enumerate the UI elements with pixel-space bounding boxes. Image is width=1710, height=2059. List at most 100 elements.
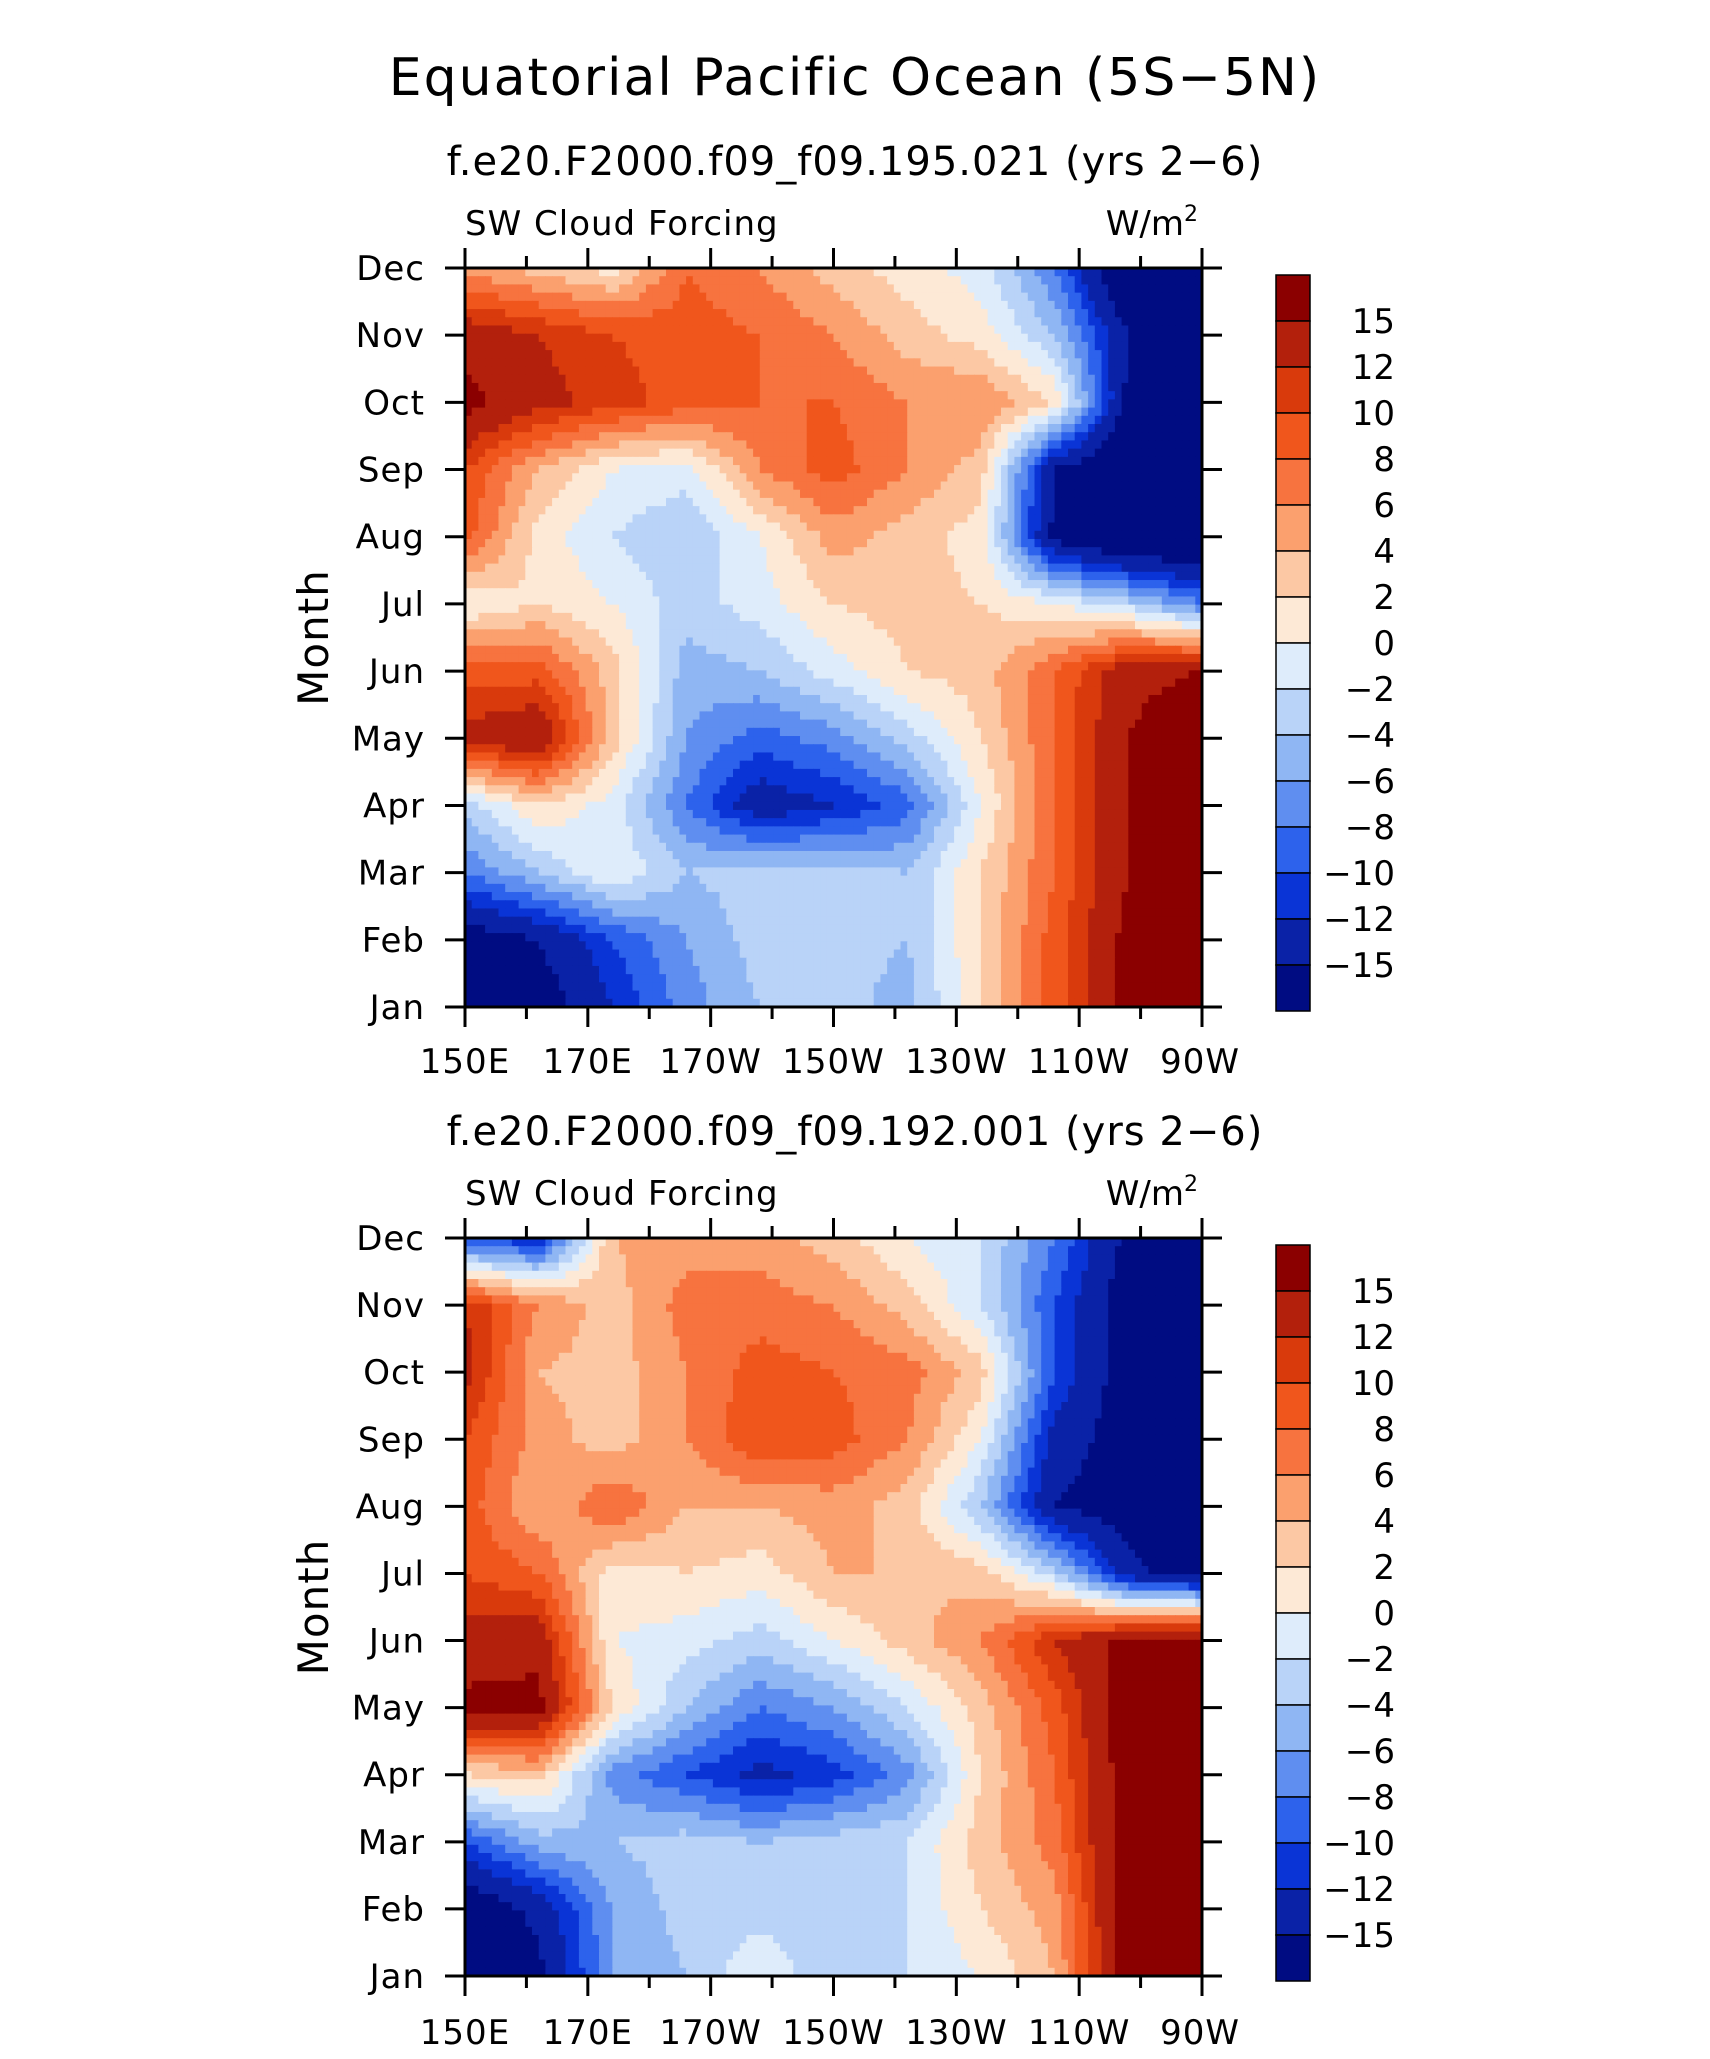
field-cell — [1081, 605, 1088, 614]
field-cell — [767, 539, 774, 548]
field-cell — [874, 391, 881, 400]
field-cell — [599, 572, 606, 581]
field-cell — [921, 383, 928, 392]
field-cell — [646, 449, 653, 458]
field-cell — [1028, 358, 1035, 367]
field-cell — [947, 350, 954, 359]
field-cell — [860, 547, 867, 556]
field-cell — [834, 613, 841, 622]
field-cell — [787, 490, 794, 499]
field-cell — [1175, 375, 1182, 384]
field-cell — [1162, 580, 1169, 589]
field-cell — [1182, 284, 1189, 293]
field-cell — [740, 391, 747, 400]
field-cell — [485, 564, 492, 573]
field-cell — [780, 408, 787, 417]
field-cell — [566, 613, 573, 622]
field-cell — [726, 367, 733, 376]
field-cell — [760, 416, 767, 425]
field-cell — [1128, 547, 1135, 556]
field-cell — [860, 481, 867, 490]
field-cell — [1061, 588, 1068, 597]
field-cell — [1115, 588, 1122, 597]
field-cell — [626, 523, 633, 532]
field-cell — [706, 432, 713, 441]
field-cell — [1148, 572, 1155, 581]
field-cell — [733, 334, 740, 343]
field-cell — [807, 408, 814, 417]
field-cell — [860, 564, 867, 573]
field-cell — [1028, 613, 1035, 622]
field-cell — [813, 457, 820, 466]
field-cell — [994, 506, 1001, 515]
field-cell — [1035, 498, 1042, 507]
field-cell — [1028, 383, 1035, 392]
field-cell — [478, 514, 485, 523]
field-cell — [720, 613, 727, 622]
field-cell — [478, 309, 485, 318]
field-cell — [740, 367, 747, 376]
field-cell — [974, 334, 981, 343]
field-cell — [1014, 334, 1021, 343]
field-cell — [579, 284, 586, 293]
field-cell — [827, 465, 834, 474]
field-cell — [512, 342, 519, 351]
field-cell — [834, 523, 841, 532]
field-cell — [472, 449, 479, 458]
field-cell — [1155, 350, 1162, 359]
field-cell — [599, 432, 606, 441]
field-cell — [1081, 613, 1088, 622]
field-cell — [1075, 358, 1082, 367]
field-cell — [659, 638, 666, 647]
field-cell — [592, 580, 599, 589]
field-cell — [901, 613, 908, 622]
field-cell — [753, 424, 760, 433]
field-cell — [927, 399, 934, 408]
field-cell — [780, 523, 787, 532]
field-cell — [1014, 613, 1021, 622]
field-cell — [519, 580, 526, 589]
field-cell — [478, 424, 485, 433]
field-cell — [807, 596, 814, 605]
field-cell — [726, 440, 733, 449]
field-cell — [793, 416, 800, 425]
field-cell — [545, 481, 552, 490]
field-cell — [994, 424, 1001, 433]
field-cell — [1122, 383, 1129, 392]
field-cell — [1014, 514, 1021, 523]
field-cell — [894, 514, 901, 523]
field-cell — [961, 383, 968, 392]
field-cell — [639, 588, 646, 597]
field-cell — [472, 596, 479, 605]
field-cell — [1068, 440, 1075, 449]
field-cell — [1095, 514, 1102, 523]
field-cell — [1135, 416, 1142, 425]
field-cell — [840, 629, 847, 638]
field-cell — [626, 399, 633, 408]
field-cell — [1008, 383, 1015, 392]
field-cell — [1088, 408, 1095, 417]
field-cell — [914, 358, 921, 367]
field-cell — [914, 334, 921, 343]
field-cell — [914, 465, 921, 474]
field-cell — [934, 375, 941, 384]
field-cell — [612, 481, 619, 490]
field-cell — [1115, 383, 1122, 392]
field-cell — [700, 588, 707, 597]
field-cell — [1088, 440, 1095, 449]
field-cell — [921, 301, 928, 310]
field-cell — [1001, 342, 1008, 351]
field-cell — [840, 555, 847, 564]
field-cell — [626, 424, 633, 433]
field-cell — [1068, 465, 1075, 474]
field-cell — [934, 416, 941, 425]
field-cell — [860, 342, 867, 351]
field-cell — [787, 580, 794, 589]
field-cell — [525, 334, 532, 343]
field-cell — [1014, 325, 1021, 334]
field-cell — [753, 416, 760, 425]
field-cell — [1055, 449, 1062, 458]
field-cell — [713, 334, 720, 343]
field-cell — [767, 490, 774, 499]
field-cell — [1028, 498, 1035, 507]
